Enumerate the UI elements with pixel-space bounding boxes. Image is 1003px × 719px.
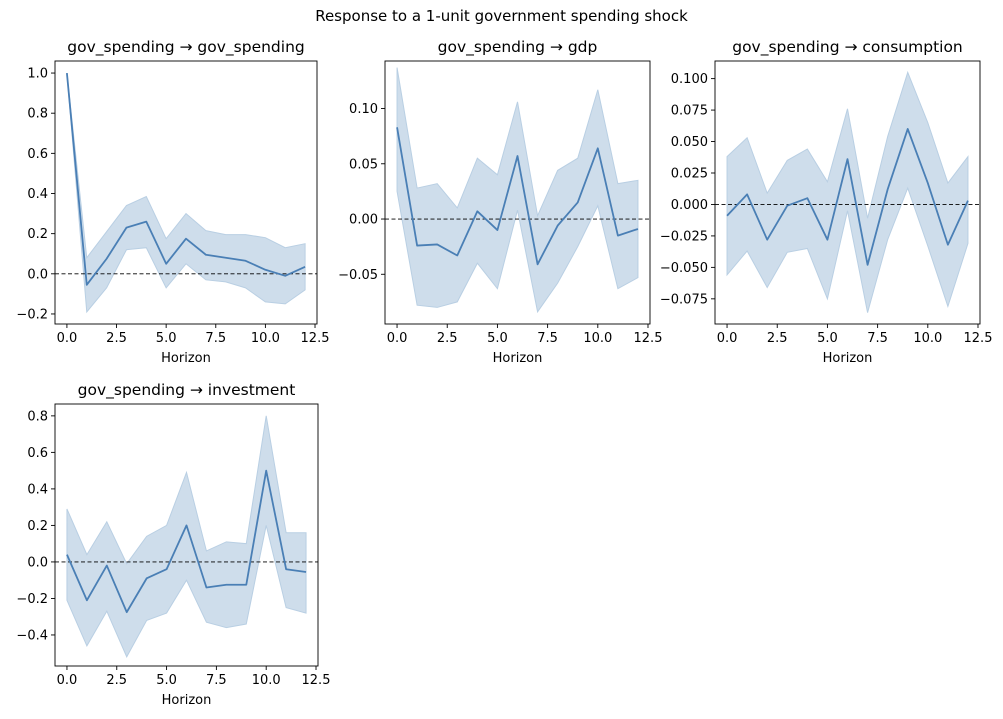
x-tick-label: 10.0 [913,331,942,346]
y-tick-label: 0.00 [349,213,378,228]
y-tick-label: 0.6 [27,446,48,461]
x-tick-label: 10.0 [251,331,280,346]
y-tick-label: 0.100 [671,72,708,87]
y-tick-label: 0.4 [27,482,48,497]
y-tick-label: 0.0 [27,555,48,570]
subplot-2: 0.0 2.5 5.0 7.5 10.0 12.5 −0.05 0.00 0.05 0.10 gov… [338,38,662,366]
y-tick-label: 0.075 [671,104,708,119]
y-tick-label: 0.6 [27,147,48,162]
y-tick-label: −0.4 [16,628,48,643]
y-tick-label: 0.2 [27,519,48,534]
x-tick-label: 0.0 [387,331,408,346]
x-tick-label: 5.0 [817,331,838,346]
subplot-1: 0.0 2.5 5.0 7.5 10.0 12.5 −0.2 0.0 0.2 0.4 0.6 0.8 1… [16,38,329,366]
x-tick-label: 12.5 [301,331,330,346]
x-tick-label: 12.5 [302,673,331,688]
y-tick-label: 0.025 [671,166,708,181]
confidence-band [66,415,307,659]
y-tick-label: 1.0 [27,67,48,82]
figure-suptitle: Response to a 1-unit government spending… [315,7,688,25]
x-tick-label: 2.5 [767,331,788,346]
confidence-band [396,67,639,314]
x-tick-label: 12.5 [964,331,993,346]
x-tick-label: 10.0 [583,331,612,346]
subplot-3: 0.0 2.5 5.0 7.5 10.0 12.5 −0.075 −0.050 −0.025 0.… [660,38,993,366]
axes-frame [54,403,319,667]
subplot-4: 0.0 2.5 5.0 7.5 10.0 12.5 −0.4 −0.2 0.0 0.2 0.4 0.6… [16,381,330,708]
x-tick-label: 7.5 [206,673,227,688]
y-tick-label: 0.0 [27,267,48,282]
y-tick-label: 0.8 [27,107,48,122]
axes-frame [714,60,981,325]
irf-line [726,128,969,266]
x-axis-label: Horizon [162,693,212,708]
x-tick-label: 7.5 [205,331,226,346]
subplot-title: gov_spending → investment [78,381,296,400]
x-tick-label: 2.5 [437,331,458,346]
y-tick-label: 0.4 [27,187,48,202]
x-tick-label: 10.0 [252,673,281,688]
x-tick-label: 0.0 [57,331,78,346]
y-tick-label: −0.2 [16,592,48,607]
y-tick-label: 0.050 [671,135,708,150]
y-tick-label: −0.05 [338,268,378,283]
x-axis-label: Horizon [493,351,543,366]
subplot-title: gov_spending → consumption [732,38,963,57]
y-tick-label: 0.8 [27,409,48,424]
x-tick-label: 2.5 [106,331,127,346]
y-tick-label: −0.050 [660,261,708,276]
y-tick-label: 0.2 [27,227,48,242]
x-tick-label: 0.0 [717,331,738,346]
irf-line [66,72,306,286]
x-axis-label: Horizon [823,351,873,366]
y-tick-label: −0.075 [660,292,708,307]
axes-frame [384,60,651,325]
axes-frame [54,60,318,325]
irf-line [396,127,639,266]
subplot-title: gov_spending → gdp [438,38,598,57]
x-axis-label: Horizon [161,351,211,366]
y-tick-label: −0.2 [16,307,48,322]
x-tick-label: 5.0 [156,331,177,346]
x-tick-label: 0.0 [57,673,78,688]
irf-line [66,469,307,614]
x-tick-label: 12.5 [634,331,663,346]
y-tick-label: 0.000 [671,198,708,213]
subplot-title: gov_spending → gov_spending [67,38,305,57]
x-tick-label: 2.5 [106,673,127,688]
y-tick-label: 0.05 [349,157,378,172]
y-tick-label: −0.025 [660,229,708,244]
x-tick-label: 5.0 [487,331,508,346]
x-tick-label: 7.5 [867,331,888,346]
x-tick-label: 7.5 [537,331,558,346]
confidence-band [66,72,306,314]
y-tick-label: 0.10 [349,102,378,117]
x-tick-label: 5.0 [156,673,177,688]
confidence-band [726,70,969,313]
